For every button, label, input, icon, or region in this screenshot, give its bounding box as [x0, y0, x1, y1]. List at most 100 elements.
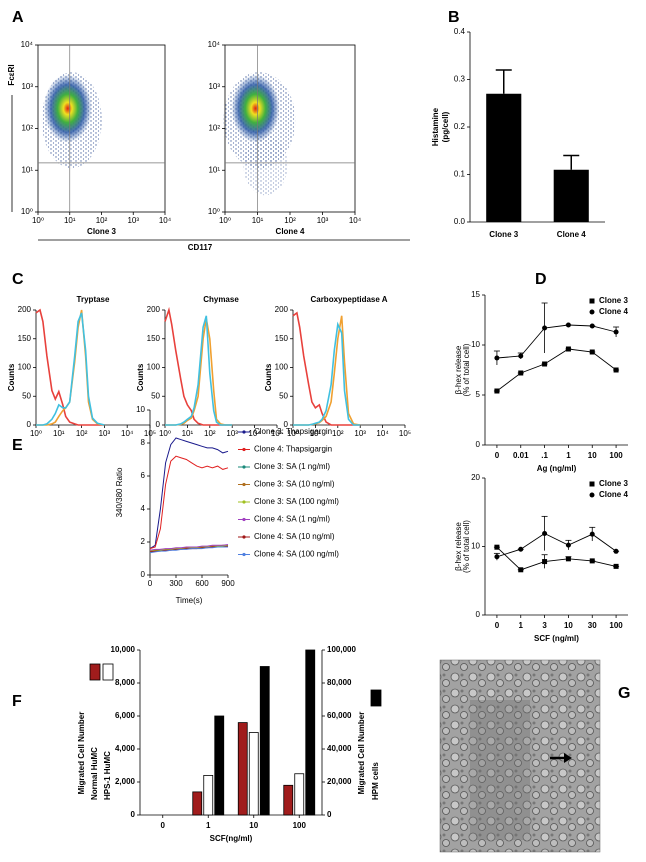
tick-label: 2 — [141, 537, 146, 546]
tick-label: 50 — [22, 391, 31, 400]
category-label: 100 — [609, 621, 623, 630]
tick-label: 50 — [279, 391, 288, 400]
tick-label: 10¹ — [182, 429, 194, 438]
category-label: 3 — [542, 621, 547, 630]
density-cloud — [43, 74, 92, 143]
tick-label: 10⁴ — [121, 429, 134, 438]
y-axis-label: (% of total cell) — [462, 343, 471, 396]
category-label: 100 — [293, 821, 307, 830]
marker — [494, 544, 500, 550]
tick-label: 200 — [18, 305, 32, 314]
tick-label: 10¹ — [21, 165, 33, 174]
tick-label: 8 — [141, 438, 146, 447]
marker — [589, 349, 595, 355]
legend-label: Clone 4: SA (1 ng/ml) — [254, 515, 330, 524]
tick-label: 0 — [131, 810, 136, 819]
legend-label: Clone 3: SA (1 ng/ml) — [254, 462, 330, 471]
category-label: 1 — [206, 821, 211, 830]
tick-label: 10³ — [317, 216, 329, 225]
tick-label: 10 — [471, 542, 480, 551]
marker — [565, 556, 571, 562]
tick-label: 0 — [476, 610, 481, 619]
legend-marker — [242, 447, 246, 452]
micrograph — [439, 659, 601, 853]
tick-label: 0 — [27, 420, 32, 429]
tick-label: 4,000 — [115, 744, 136, 753]
tick-label: 10² — [208, 124, 220, 133]
legend-label: Clone 3: SA (100 ng/ml) — [254, 497, 339, 506]
histogram-curve — [35, 308, 105, 426]
tick-label: 10³ — [21, 82, 33, 91]
x-axis-label: SCF(ng/ml) — [210, 834, 253, 843]
scatter-tail — [243, 135, 288, 196]
tick-label: 10⁴ — [248, 429, 261, 438]
category-label: 30 — [588, 621, 597, 630]
category-label: Clone 3 — [489, 230, 518, 239]
tick-label: 10³ — [208, 82, 220, 91]
y-axis-label: Migrated Cell Number — [77, 712, 86, 795]
y-axis-label: Counts — [264, 363, 273, 391]
tick-label: 900 — [221, 579, 235, 588]
category-label: 10 — [588, 451, 597, 460]
y-axis-label: Counts — [136, 363, 145, 391]
series-line — [149, 546, 228, 554]
category-label: 0.01 — [513, 451, 529, 460]
category-label: 0 — [495, 621, 500, 630]
plot-title: Tryptase — [77, 295, 110, 304]
tick-label: 0 — [284, 420, 289, 429]
tick-label: 0 — [327, 810, 332, 819]
category-label: .1 — [541, 451, 548, 460]
legend-label: Clone 4 — [599, 307, 628, 316]
marker — [589, 481, 595, 487]
bar — [305, 649, 316, 816]
tick-label: 10² — [96, 216, 108, 225]
tick-label: 200 — [147, 305, 161, 314]
legend-label: Clone 4: SA (10 ng/ml) — [254, 532, 335, 541]
legend-marker — [242, 517, 246, 522]
tick-label: 10⁵ — [399, 429, 411, 438]
marker — [518, 546, 524, 552]
tick-label: 10¹ — [310, 429, 322, 438]
tick-label: 60,000 — [327, 711, 352, 720]
marker — [542, 559, 548, 565]
tick-label: 20 — [471, 473, 480, 482]
bar — [294, 773, 305, 816]
series-line — [496, 324, 617, 359]
bar — [192, 791, 203, 816]
tick-label: 10² — [21, 124, 33, 133]
legend-label: HPS-1 HuMC — [103, 751, 112, 800]
tick-label: 0 — [156, 420, 161, 429]
tick-label: 0.4 — [454, 27, 466, 36]
plot-title: Chymase — [203, 295, 239, 304]
bar — [259, 666, 270, 816]
tick-label: 10⁰ — [32, 216, 44, 225]
tick-label: 10⁰ — [159, 429, 171, 438]
tick-label: 15 — [471, 290, 480, 299]
tick-label: 6 — [141, 471, 146, 480]
histogram-curve — [293, 321, 361, 426]
tick-label: 10² — [204, 429, 216, 438]
histogram-curve — [165, 315, 233, 426]
x-axis-label: CD117 — [188, 243, 213, 252]
tick-label: 10³ — [354, 429, 366, 438]
tick-label: 10⁵ — [271, 429, 283, 438]
histogram-curve — [36, 309, 105, 426]
category-label: 0 — [495, 451, 500, 460]
tick-label: 8,000 — [115, 678, 136, 687]
panel-letter: D — [535, 271, 547, 288]
marker — [613, 563, 619, 569]
series-line — [496, 546, 617, 571]
marker — [542, 361, 548, 367]
tick-label: 10⁴ — [208, 40, 221, 49]
marker — [494, 355, 500, 361]
tick-label: 100,000 — [327, 645, 356, 654]
tick-label: 80,000 — [327, 678, 352, 687]
legend-label: Clone 3 — [599, 296, 628, 305]
legend-marker — [242, 552, 246, 557]
y-axis-label: 340/380 Ratio — [115, 467, 124, 517]
tick-label: 100 — [147, 363, 161, 372]
y-axis-label: β-hex release — [454, 522, 463, 571]
legend-swatch — [89, 663, 101, 681]
category-label: 1 — [566, 451, 571, 460]
